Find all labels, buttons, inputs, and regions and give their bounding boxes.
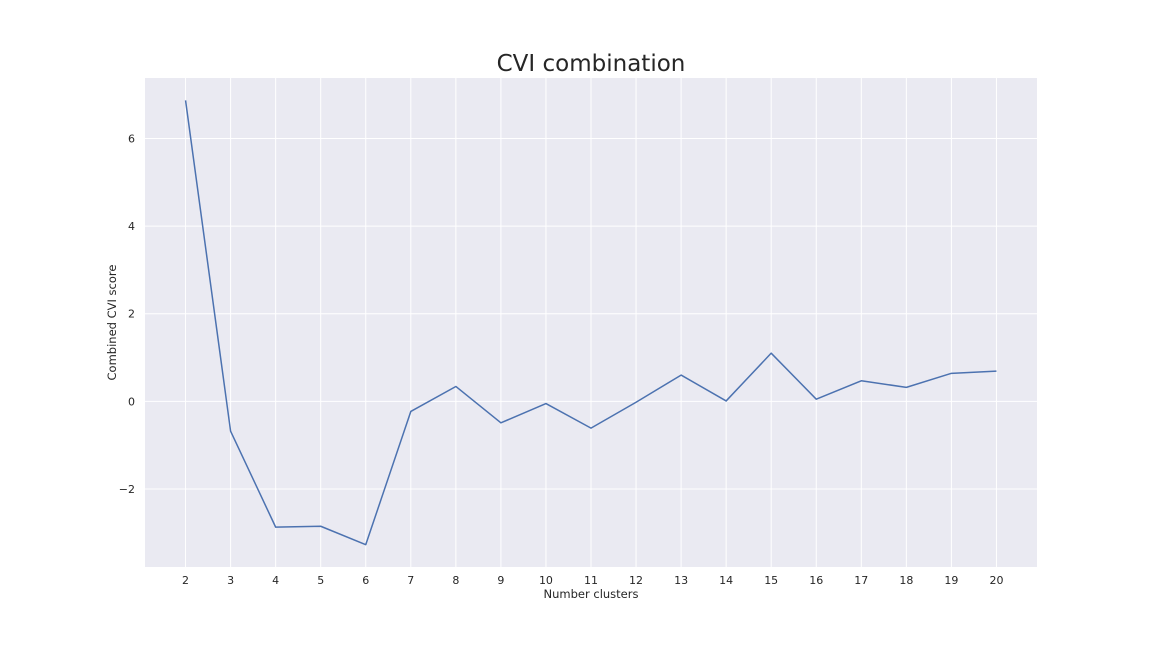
x-tick-label: 6 [362, 574, 369, 587]
y-tick-label: 4 [128, 220, 135, 233]
y-tick-label: −2 [119, 483, 135, 496]
x-tick-label: 2 [182, 574, 189, 587]
y-tick-label: 0 [128, 395, 135, 408]
y-tick-label: 6 [128, 132, 135, 145]
y-axis-ticks: −2 0 2 4 6 [119, 132, 135, 496]
x-axis-title: Number clusters [544, 587, 639, 601]
x-tick-label: 14 [719, 574, 733, 587]
y-axis-title: Combined CVI score [105, 265, 119, 381]
series-layer [184, 100, 997, 546]
x-tick-label: 8 [452, 574, 459, 587]
x-tick-label: 3 [227, 574, 234, 587]
x-tick-label: 20 [989, 574, 1003, 587]
y-tick-label: 2 [128, 308, 135, 321]
x-tick-label: 17 [854, 574, 868, 587]
x-tick-label: 16 [809, 574, 823, 587]
x-tick-label: 7 [407, 574, 414, 587]
x-tick-label: 5 [317, 574, 324, 587]
x-tick-label: 18 [899, 574, 913, 587]
x-tick-label: 13 [674, 574, 688, 587]
grid [145, 78, 1037, 567]
chart-title: CVI combination [497, 51, 686, 77]
x-tick-label: 10 [539, 574, 553, 587]
x-axis-ticks: 2 3 4 5 6 7 8 9 10 11 12 13 14 15 16 17 18 19 20 [182, 574, 1003, 587]
x-tick-label: 12 [629, 574, 643, 587]
x-tick-label: 9 [497, 574, 504, 587]
x-tick-label: 19 [944, 574, 958, 587]
x-tick-label: 4 [272, 574, 279, 587]
x-tick-label: 11 [584, 574, 598, 587]
x-tick-label: 15 [764, 574, 778, 587]
